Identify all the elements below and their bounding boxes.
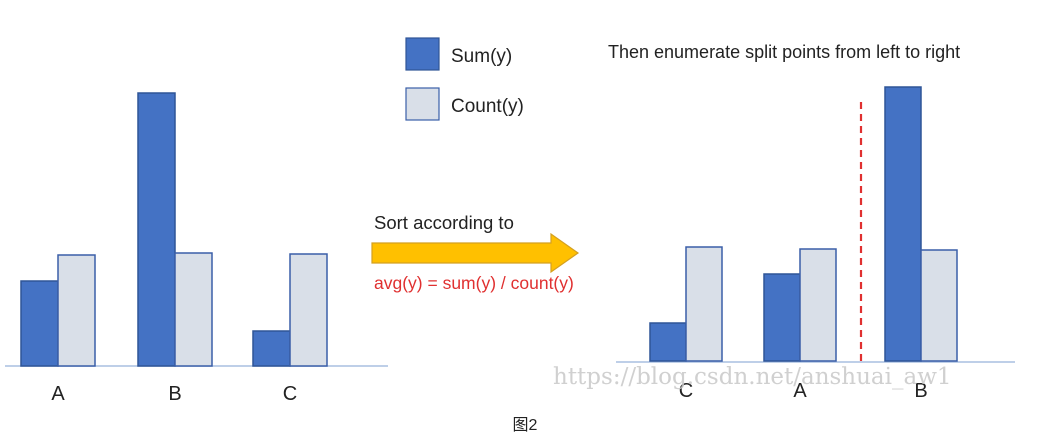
left-sum-bar-c (252, 330, 291, 367)
right-count-bar-a (799, 248, 837, 362)
left-count-bar-b (174, 252, 213, 367)
right-category-label-a: A (793, 380, 807, 402)
right-count-bar-c (685, 246, 723, 362)
right-count-bar-b (920, 249, 958, 362)
figure-caption: 图2 (513, 417, 538, 434)
left-category-label-c: C (283, 383, 297, 405)
arrow-right-icon (371, 232, 580, 274)
legend-count-swatch (405, 87, 440, 121)
arrow-formula: avg(y) = sum(y) / count(y) (374, 273, 574, 293)
left-sum-bar-b (137, 92, 176, 367)
left-count-bar-a (57, 254, 96, 367)
watermark-text: https://blog.csdn.net/anshuai_aw1 (553, 364, 952, 390)
right-chart-title: Then enumerate split points from left to… (608, 42, 960, 62)
left-bar-chart: A B C (5, 92, 388, 405)
left-sum-bar-a (20, 280, 59, 367)
legend-sum-swatch (405, 37, 440, 71)
left-count-bar-c (289, 253, 328, 367)
right-sum-bar-a (763, 273, 801, 362)
right-category-label-c: C (679, 380, 693, 402)
right-sum-bar-b (884, 86, 922, 362)
right-sum-bar-c (649, 322, 687, 362)
left-category-label-a: A (51, 383, 65, 405)
legend-count-label: Count(y) (451, 96, 524, 117)
legend: Sum(y) Count(y) (405, 37, 524, 121)
legend-sum-label: Sum(y) (451, 46, 512, 67)
left-category-label-b: B (168, 383, 181, 405)
arrow-label: Sort according to (374, 212, 514, 233)
right-category-label-b: B (914, 380, 927, 402)
sort-arrow: Sort according to avg(y) = sum(y) / coun… (371, 212, 580, 293)
